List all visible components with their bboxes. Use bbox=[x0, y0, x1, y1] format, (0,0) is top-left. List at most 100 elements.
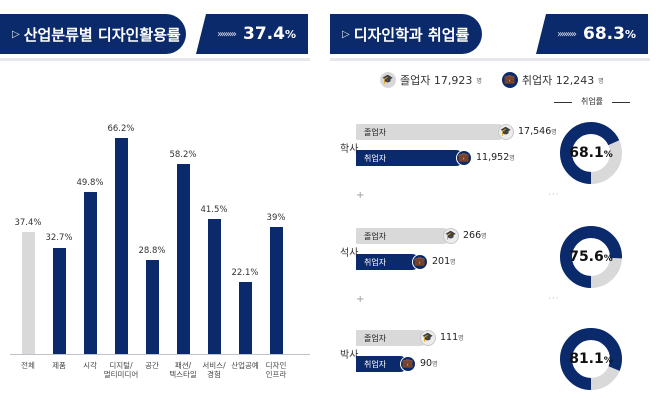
design-usage-rate-unit: % bbox=[284, 27, 296, 41]
plus-separator: + bbox=[356, 190, 365, 201]
donut-rate-value: 81.1 bbox=[569, 351, 604, 367]
bar-value-label: 66.2% bbox=[107, 124, 135, 135]
employed-bar: 취업자 bbox=[356, 150, 464, 166]
category-label: 디지털/멀티미디어 bbox=[103, 361, 139, 379]
employed-value-number: 201 bbox=[432, 256, 451, 267]
briefcase-icon: 💼 bbox=[400, 356, 416, 372]
divider bbox=[330, 58, 650, 61]
chart-baseline bbox=[10, 354, 310, 355]
bar-value-label: 49.8% bbox=[76, 177, 104, 188]
employed-value-unit: 명 bbox=[432, 361, 438, 368]
graduation-cap-icon: 🎓 bbox=[498, 124, 514, 140]
legend-graduates-text: 졸업자 17,923 bbox=[400, 74, 473, 87]
employed-value-unit: 명 bbox=[450, 259, 456, 266]
employment-rate-header: 취업률 bbox=[552, 96, 632, 107]
donut-rate-unit: % bbox=[603, 149, 613, 160]
graduation-cap-icon: 🎓 bbox=[380, 72, 396, 88]
donut-svg bbox=[560, 122, 622, 184]
employment-rate-donut: 68.1% bbox=[558, 120, 624, 186]
employed-value: 90명 bbox=[420, 358, 438, 369]
employed-value-number: 90 bbox=[420, 358, 433, 369]
design-usage-title-text: 산업분류별 디자인활용률 bbox=[23, 25, 181, 44]
category-label: 공간 bbox=[145, 361, 159, 370]
plus-separator: + bbox=[356, 294, 365, 305]
donut-svg bbox=[560, 226, 622, 288]
dots-separator: ··· bbox=[548, 294, 560, 304]
graduates-value: 17,546명 bbox=[518, 126, 557, 137]
design-usage-title: ▷ 산업분류별 디자인활용률 bbox=[0, 14, 186, 54]
category-label: 서비스/경험 bbox=[202, 361, 226, 379]
donut-rate-text: 75.6% bbox=[558, 224, 624, 290]
employed-value-unit: 명 bbox=[509, 155, 515, 162]
bar-1 bbox=[21, 232, 35, 354]
bar-4 bbox=[114, 138, 128, 354]
design-usage-rate-badge: ››››››››› 37.4 % bbox=[196, 14, 308, 54]
briefcase-icon: 💼 bbox=[456, 150, 472, 166]
graduation-cap-icon: 🎓 bbox=[443, 228, 459, 244]
employment-rate-donut: 81.1% bbox=[558, 326, 624, 392]
arrows-icon: ››››››››› bbox=[557, 28, 577, 40]
graduates-value-unit: 명 bbox=[458, 335, 464, 342]
graduates-value-unit: 명 bbox=[551, 129, 557, 136]
category-label: 산업공예 bbox=[231, 361, 259, 370]
divider bbox=[0, 58, 310, 61]
bar-value-label: 32.7% bbox=[45, 233, 73, 244]
donut-fill bbox=[560, 328, 622, 390]
donut-rate-text: 81.1% bbox=[558, 326, 624, 392]
bar-value-label: 58.2% bbox=[169, 150, 197, 161]
category-label: 패션/텍스타일 bbox=[169, 361, 197, 379]
degree-label: 박사 bbox=[340, 350, 359, 361]
dots-separator: ··· bbox=[548, 190, 560, 200]
bar-value-label: 41.5% bbox=[200, 204, 228, 215]
donut-rate-unit: % bbox=[603, 253, 613, 264]
employed-value: 201명 bbox=[432, 256, 456, 267]
employment-rate-donut: 75.6% bbox=[558, 224, 624, 290]
employment-panel: ▷ 디자인학과 취업률 ››››››››› 68.3 % 🎓 졸업자 17,92… bbox=[330, 0, 660, 417]
donut-rate-value: 75.6 bbox=[569, 249, 604, 265]
donut-rate-unit: % bbox=[603, 355, 613, 366]
bar-7 bbox=[207, 218, 221, 354]
employed-bar: 취업자 bbox=[356, 254, 420, 270]
bar-5 bbox=[145, 260, 159, 354]
employed-bar: 취업자 bbox=[356, 356, 408, 372]
graduates-value: 111명 bbox=[440, 332, 464, 343]
donut-fill bbox=[560, 122, 622, 184]
bar-6 bbox=[176, 164, 190, 354]
bar-value-label: 22.1% bbox=[231, 268, 259, 279]
graduates-value-number: 17,546 bbox=[518, 126, 552, 137]
graduates-bar: 졸업자 bbox=[356, 124, 506, 140]
donut-rate-value: 68.1 bbox=[569, 145, 604, 161]
donut-fill bbox=[560, 226, 622, 288]
employment-title: ▷ 디자인학과 취업률 bbox=[330, 14, 482, 54]
bar-2 bbox=[52, 247, 66, 354]
employment-rate-unit: % bbox=[624, 27, 636, 41]
briefcase-icon: 💼 bbox=[412, 254, 428, 270]
legend: 🎓 졸업자 17,923 명 💼 취업자 12,243 명 bbox=[380, 72, 604, 88]
legend-graduates-unit: 명 bbox=[476, 77, 482, 85]
triangle-icon: ▷ bbox=[342, 28, 350, 40]
design-usage-bar-chart: 37.4% 전체 32.7% 제품 49.8% 시각 66.2% 디지털/멀티미디어 28.8%… bbox=[10, 70, 310, 410]
bar-value-label: 39% bbox=[266, 212, 286, 223]
degree-label: 학사 bbox=[340, 144, 359, 155]
category-label: 전체 bbox=[21, 361, 35, 370]
category-label: 시각 bbox=[83, 361, 97, 370]
triangle-icon: ▷ bbox=[12, 28, 20, 40]
bar-3 bbox=[83, 191, 97, 354]
design-usage-rate-value: 37.4 bbox=[243, 24, 285, 44]
graduates-bar: 졸업자 bbox=[356, 228, 451, 244]
bar-9 bbox=[269, 226, 283, 354]
graduates-value-number: 266 bbox=[463, 230, 482, 241]
employment-rate-value: 68.3 bbox=[583, 24, 625, 44]
bar-value-label: 28.8% bbox=[138, 246, 166, 257]
legend-employed: 💼 취업자 12,243 명 bbox=[501, 72, 604, 88]
category-label: 디자인 인프라 bbox=[265, 361, 287, 379]
employment-rate-badge: ››››››››› 68.3 % bbox=[536, 14, 648, 54]
design-usage-panel: ▷ 산업분류별 디자인활용률 ››››››››› 37.4 % 37.4% 전체 3… bbox=[0, 0, 320, 417]
donut-rate-text: 68.1% bbox=[558, 120, 624, 186]
employed-value: 11,952명 bbox=[476, 152, 515, 163]
graduation-cap-icon: 🎓 bbox=[420, 330, 436, 346]
employed-value-number: 11,952 bbox=[476, 152, 510, 163]
legend-graduates: 🎓 졸업자 17,923 명 bbox=[380, 72, 482, 88]
bar-8 bbox=[238, 282, 252, 354]
briefcase-icon: 💼 bbox=[501, 72, 518, 88]
